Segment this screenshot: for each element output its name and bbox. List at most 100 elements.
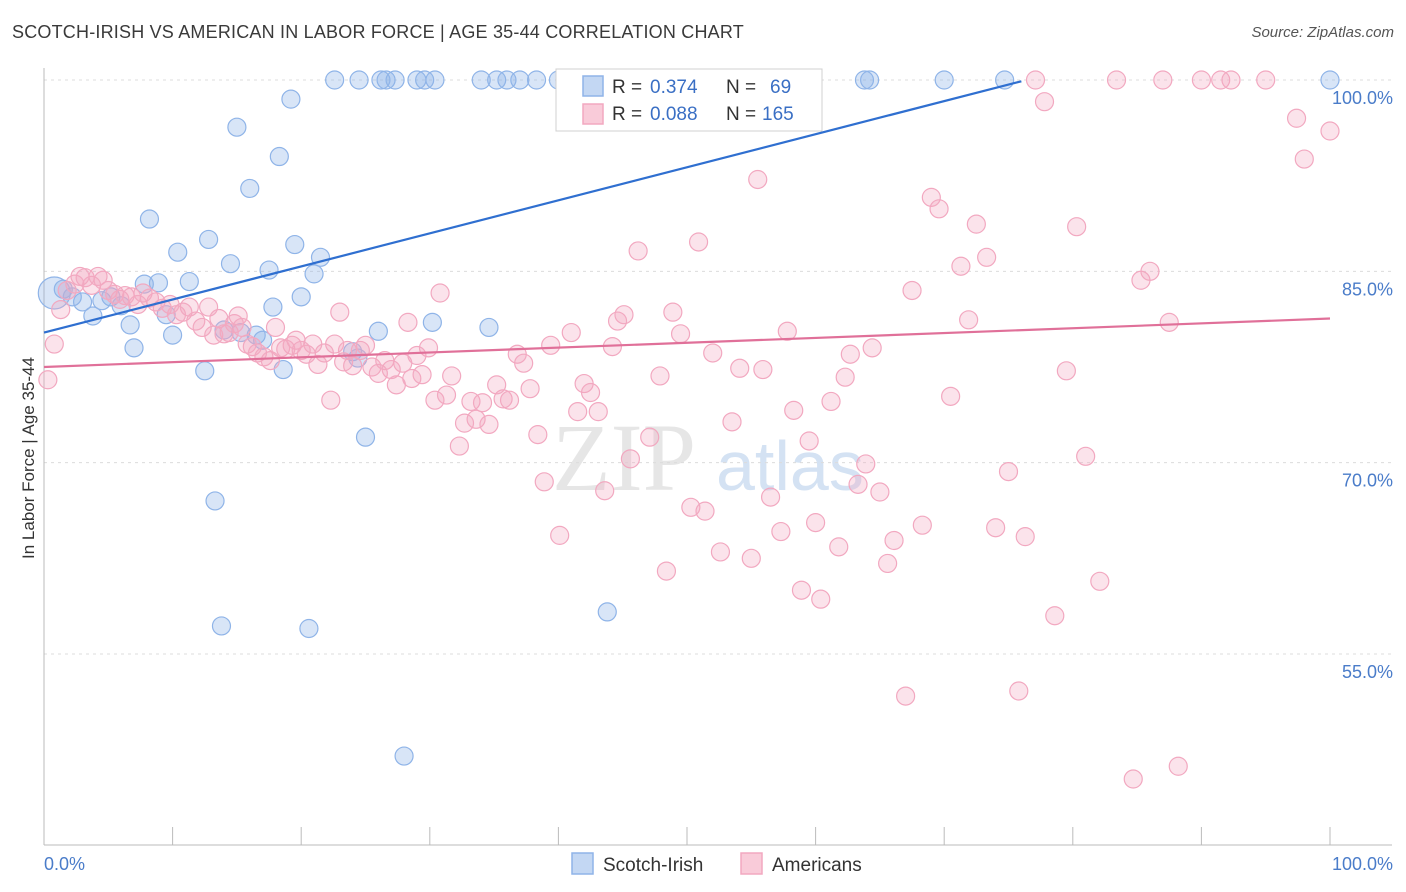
trend-lines — [43, 80, 1331, 369]
americans-point-51 — [330, 302, 350, 322]
americans-point-8 — [88, 266, 108, 287]
scotch-irish-point-30 — [269, 146, 289, 167]
scotch-irish-points — [37, 70, 1340, 766]
scotch-irish-point-51 — [425, 70, 445, 90]
americans-point-118 — [791, 580, 812, 600]
scotch-irish-point-53 — [479, 317, 499, 338]
americans-point-32 — [228, 306, 248, 326]
americans-point-0 — [38, 370, 58, 390]
americans-point-120 — [805, 513, 826, 533]
americans-point-44 — [291, 340, 311, 361]
americans-point-154 — [1123, 769, 1143, 789]
americans-point-63 — [398, 312, 418, 332]
scotch-irish-point-50 — [422, 312, 442, 332]
americans-point-105 — [688, 232, 709, 252]
scotch-irish-point-57 — [526, 70, 547, 90]
americans-point-49 — [321, 390, 341, 410]
americans-point-148 — [1045, 606, 1065, 626]
americans-point-151 — [1076, 446, 1096, 466]
americans-point-82 — [514, 353, 534, 373]
scotch-irish-point-60 — [597, 602, 617, 622]
y-tick-label-2: 70.0% — [1342, 471, 1393, 491]
americans-point-160 — [1191, 70, 1212, 90]
scotch-irish-point-8 — [120, 315, 140, 335]
americans-point-76 — [472, 393, 493, 413]
scotch-irish-point-17 — [195, 361, 215, 381]
x-ticks — [43, 827, 1331, 845]
axes — [43, 68, 1392, 846]
americans-point-23 — [179, 297, 199, 317]
legend-n-label-1: N = — [726, 77, 756, 98]
scotch-irish-point-66 — [934, 70, 954, 90]
scotch-irish-point-47 — [394, 746, 414, 766]
scotch-irish-point-35 — [299, 618, 319, 639]
series-legend-label-scotch-irish: Scotch-Irish — [603, 855, 703, 876]
scotch-irish-point-27 — [253, 330, 273, 350]
scotch-irish-point-33 — [285, 234, 305, 255]
americans-point-132 — [896, 686, 916, 706]
scotch-irish-point-34 — [291, 287, 311, 307]
americans-point-149 — [1056, 361, 1076, 381]
americans-point-38 — [260, 351, 280, 371]
americans-point-124 — [835, 367, 855, 387]
legend-swatch-scotch-irish — [582, 75, 604, 97]
scotch-irish-point-22 — [220, 254, 241, 274]
scotch-irish-point-18 — [199, 229, 219, 250]
americans-point-127 — [856, 454, 876, 474]
scotch-irish-point-56 — [510, 70, 530, 90]
americans-point-65 — [407, 345, 427, 366]
scotch-irish-point-3 — [72, 292, 93, 312]
x-tick-label-left: 0.0% — [44, 854, 85, 874]
americans-point-100 — [650, 366, 670, 386]
americans-point-114 — [760, 487, 781, 507]
americans-point-102 — [663, 302, 683, 322]
americans-point-156 — [1140, 261, 1160, 281]
scotch-irish-point-46 — [385, 70, 405, 90]
scotch-irish-point-15 — [168, 242, 188, 262]
americans-point-159 — [1168, 756, 1188, 776]
americans-point-78 — [487, 375, 507, 395]
series-legend-swatch-scotch-irish — [571, 852, 594, 875]
americans-point-93 — [595, 481, 615, 501]
americans-point-68 — [425, 390, 445, 410]
americans-point-28 — [209, 308, 229, 329]
americans-point-25 — [192, 317, 212, 338]
americans-point-64 — [402, 368, 422, 389]
scotch-irish-point-65 — [860, 70, 880, 90]
americans-point-140 — [966, 214, 986, 234]
y-tick-labels: 100.0% 85.0% 70.0% 55.0% — [1332, 88, 1393, 682]
americans-point-163 — [1256, 70, 1276, 90]
americans-point-30 — [219, 322, 239, 343]
americans-point-42 — [282, 335, 302, 355]
legend-n-value-1: 69 — [770, 77, 791, 98]
americans-point-122 — [821, 391, 841, 412]
americans-point-67 — [418, 338, 439, 358]
scotch-irish-point-11 — [139, 209, 160, 229]
americans-point-164 — [1286, 108, 1307, 128]
americans-point-138 — [951, 256, 971, 276]
americans-point-141 — [977, 247, 997, 267]
series-legend-label-americans: Americans — [772, 855, 862, 876]
americans-point-72 — [449, 436, 469, 456]
americans-point-98 — [628, 241, 648, 261]
x-tick-label-right: 100.0% — [1332, 854, 1393, 874]
americans-point-130 — [878, 553, 898, 574]
americans-point-80 — [499, 390, 520, 410]
americans-point-152 — [1090, 571, 1110, 591]
scotch-irish-point-23 — [227, 117, 247, 137]
americans-point-129 — [870, 482, 890, 502]
americans-point-3 — [57, 280, 77, 301]
americans-point-136 — [929, 199, 949, 219]
americans-point-85 — [534, 472, 554, 492]
americans-point-69 — [430, 283, 450, 303]
chart-title: SCOTCH-IRISH VS AMERICAN IN LABOR FORCE … — [12, 22, 744, 42]
americans-point-153 — [1106, 70, 1127, 90]
americans-point-128 — [862, 338, 882, 358]
americans-point-88 — [561, 322, 581, 343]
americans-point-108 — [710, 542, 731, 562]
watermark-zip: ZIP — [552, 404, 696, 511]
scotch-irish-point-19 — [205, 491, 225, 511]
americans-point-92 — [588, 402, 608, 422]
americans-point-116 — [777, 321, 797, 341]
americans-point-101 — [656, 561, 677, 581]
